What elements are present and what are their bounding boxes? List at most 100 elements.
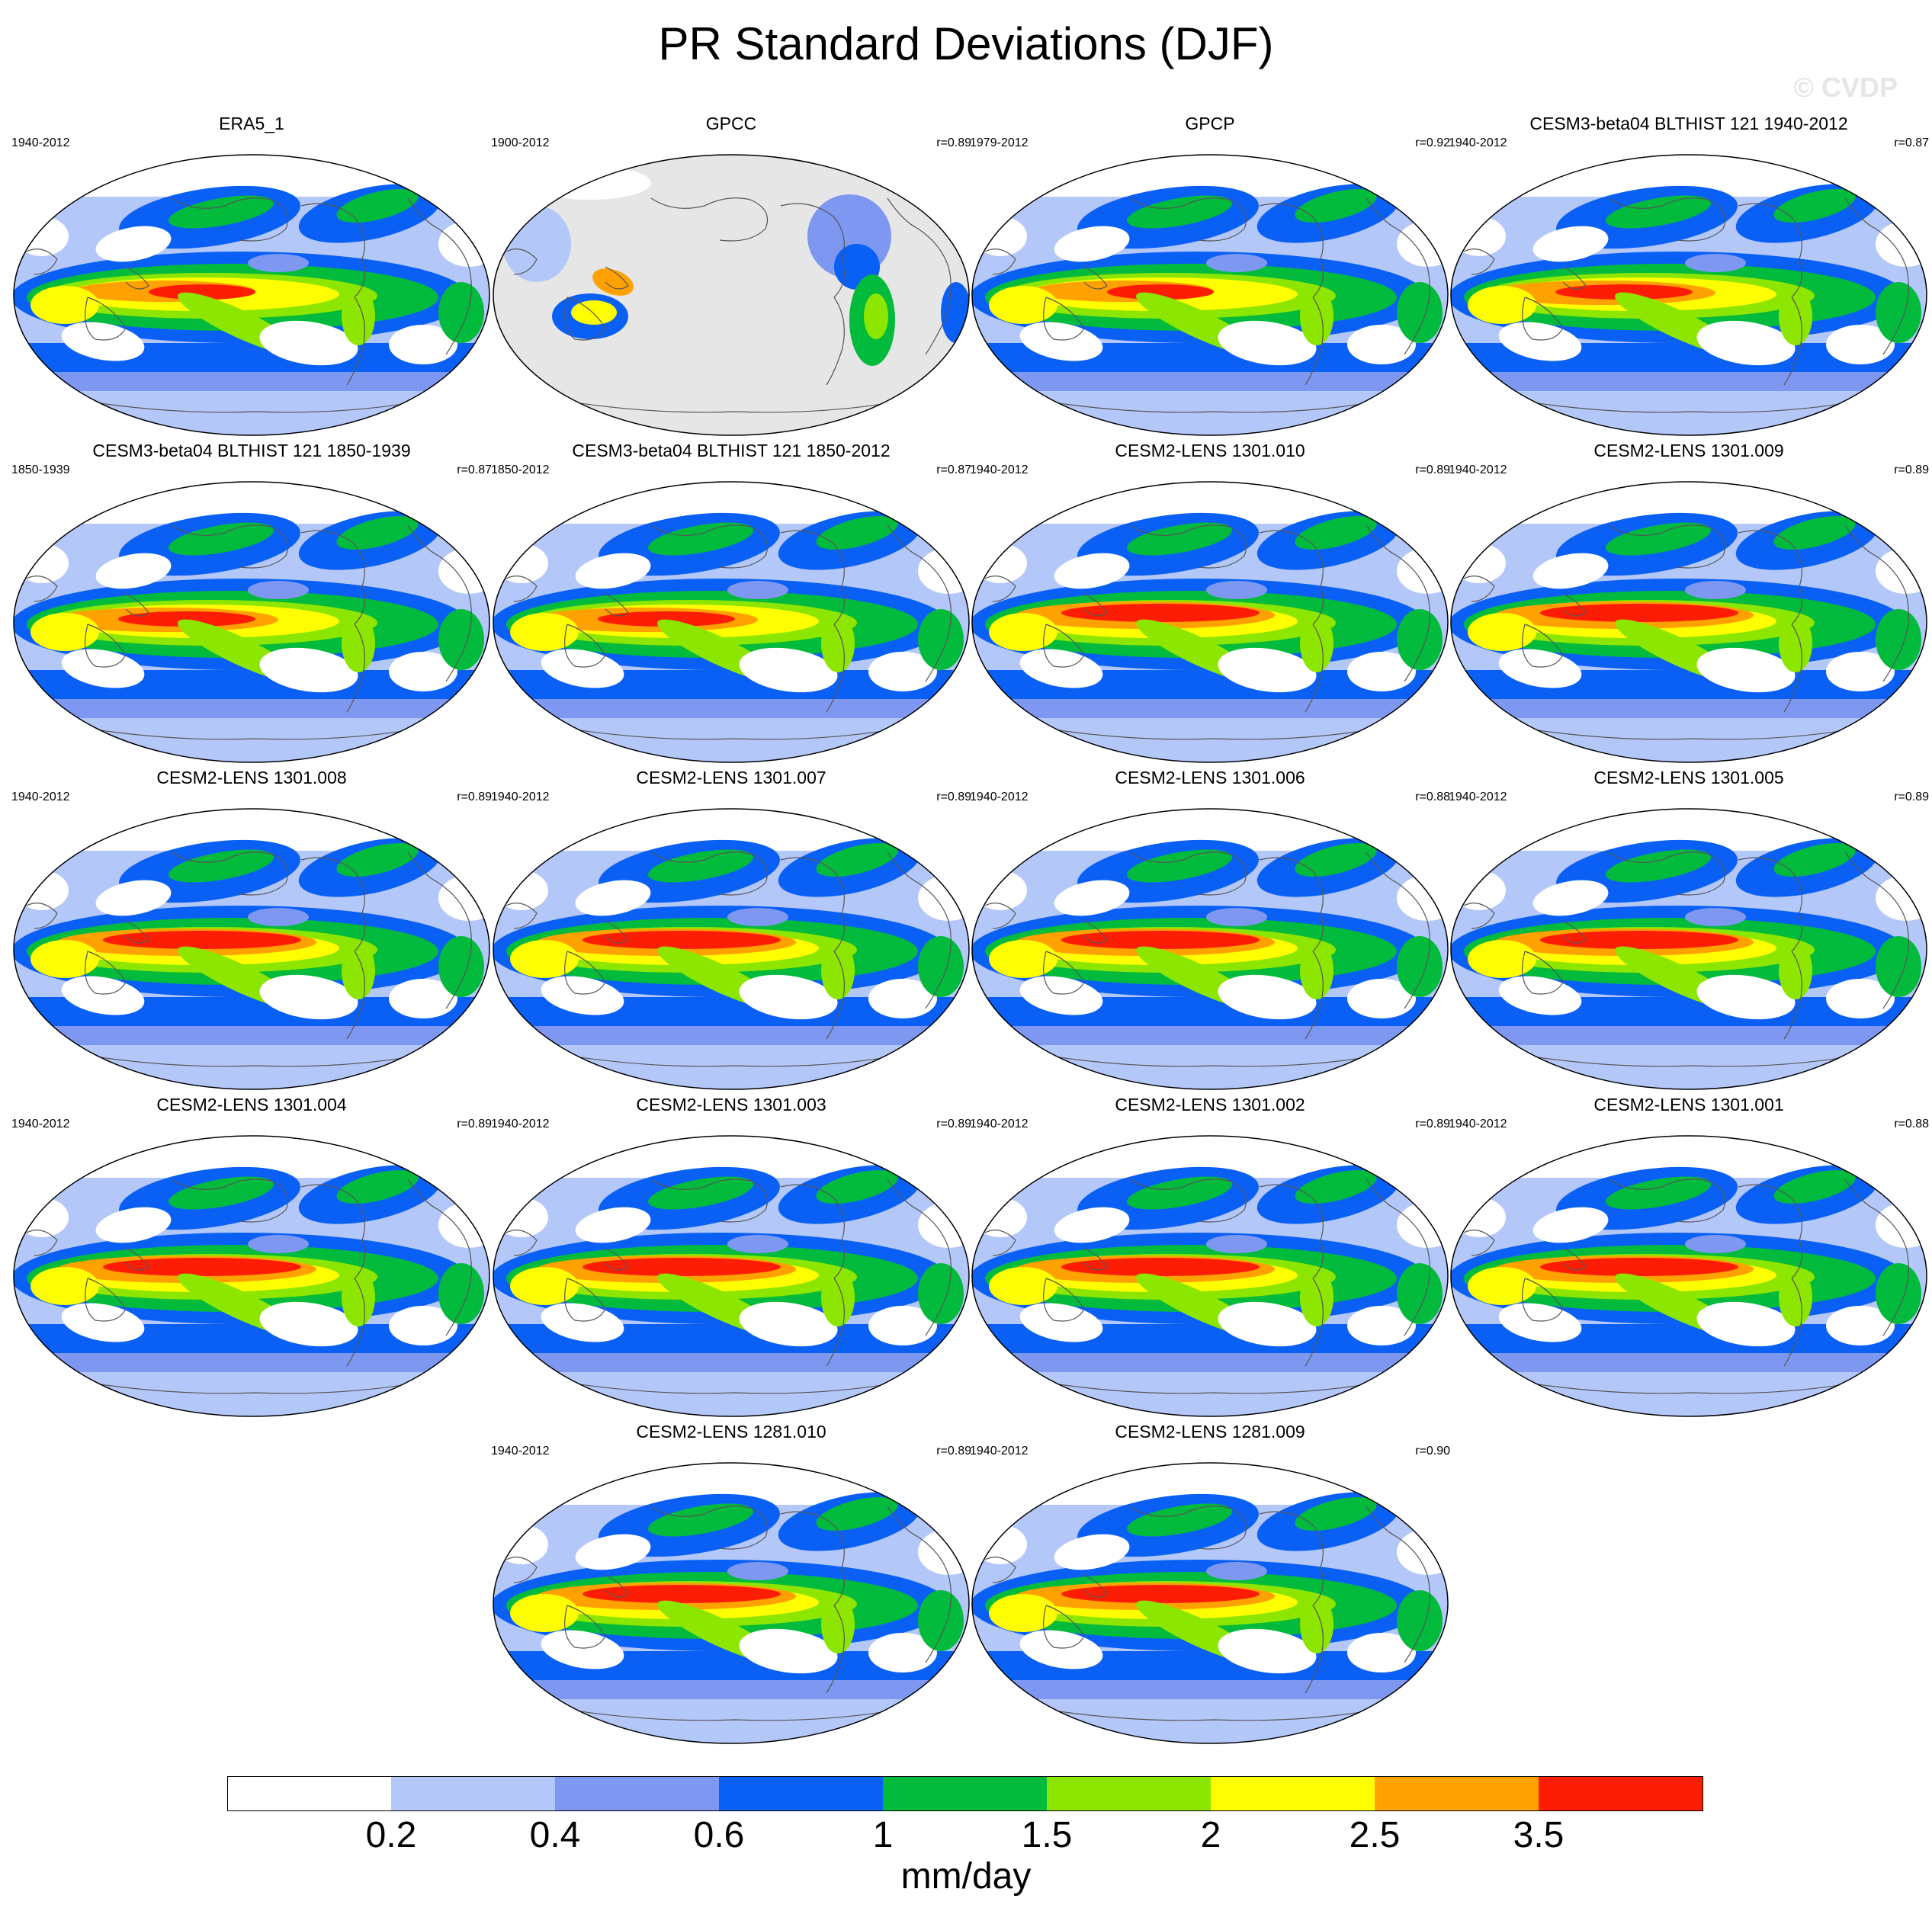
panel-pattern-correlation: r=0.89 <box>1415 1118 1450 1130</box>
colorbar <box>227 1776 1703 1813</box>
map-panel: CESM2-LENS 1301.004 1940-2012 r=0.89 <box>11 1094 492 1422</box>
panel-title: CESM2-LENS 1301.006 <box>1115 768 1305 787</box>
map-panel: CESM3-beta04 BLTHIST 121 1940-2012 1940-2… <box>1449 113 1929 441</box>
panel-pattern-correlation: r=0.89 <box>457 791 492 803</box>
panel-pattern-correlation: r=0.89 <box>936 136 971 149</box>
panel-years: 1940-2012 <box>491 791 550 803</box>
panel-years: 1940-2012 <box>970 791 1029 803</box>
colorbar-tick-label: 3.5 <box>1513 1815 1565 1855</box>
panel-years: 1850-1939 <box>11 463 70 476</box>
precip-field <box>14 809 489 1089</box>
global-map <box>1450 808 1927 1090</box>
colorbar-segment <box>1375 1776 1539 1811</box>
panel-title: CESM2-LENS 1301.010 <box>1115 441 1305 460</box>
map-panel: CESM2-LENS 1281.010 1940-2012 r=0.89 <box>491 1421 971 1749</box>
panel-years: 1940-2012 <box>970 463 1029 476</box>
map-outline <box>1450 154 1927 436</box>
precip-field <box>972 155 1448 435</box>
panel-years: 1940-2012 <box>11 791 70 803</box>
panel-title: CESM3-beta04 BLTHIST 121 1940-2012 <box>1529 114 1848 133</box>
panel-years: 1940-2012 <box>11 136 70 149</box>
global-map <box>13 1135 490 1417</box>
colorbar-tick-label: 1 <box>872 1815 894 1855</box>
global-map <box>971 808 1449 1090</box>
map-panel: GPCP 1979-2012 r=0.92 <box>970 113 1450 441</box>
map-outline <box>1450 808 1927 1090</box>
map-panel: CESM2-LENS 1301.002 1940-2012 r=0.89 <box>970 1094 1450 1422</box>
colorbar-segment <box>1211 1776 1375 1811</box>
panel-title: CESM2-LENS 1301.008 <box>156 768 347 787</box>
panel-years: 1940-2012 <box>11 1118 70 1130</box>
panel-pattern-correlation: r=0.89 <box>1894 463 1929 476</box>
global-map <box>493 1462 970 1744</box>
colorbar-tick-label: 2 <box>1200 1815 1221 1855</box>
panel-pattern-correlation: r=0.88 <box>1415 791 1450 803</box>
panel-pattern-correlation: r=0.89 <box>936 1118 971 1130</box>
panel-pattern-correlation: r=0.87 <box>1894 136 1929 149</box>
global-map <box>1450 154 1927 436</box>
colorbar-segment <box>555 1776 719 1811</box>
panel-pattern-correlation: r=0.87 <box>457 463 492 476</box>
map-outline <box>13 1135 490 1417</box>
panel-title: CESM3-beta04 BLTHIST 121 1850-2012 <box>572 441 891 460</box>
colorbar-segment <box>883 1776 1047 1811</box>
colorbar-tick-label: 1.5 <box>1021 1815 1073 1855</box>
panel-title: CESM2-LENS 1301.001 <box>1593 1095 1784 1114</box>
map-outline <box>493 808 970 1090</box>
panel-pattern-correlation: r=0.89 <box>1894 791 1929 803</box>
panel-title: CESM2-LENS 1301.002 <box>1115 1095 1305 1114</box>
map-outline <box>1450 481 1927 763</box>
panel-pattern-correlation: r=0.92 <box>1415 136 1450 149</box>
panel-years: 1940-2012 <box>491 1118 550 1130</box>
map-outline <box>493 1462 970 1744</box>
precip-field <box>493 809 969 1089</box>
panel-title: ERA5_1 <box>219 114 284 133</box>
panel-title: GPCC <box>705 114 757 133</box>
map-panel: CESM3-beta04 BLTHIST 121 1850-1939 1850-1… <box>11 440 492 768</box>
global-map <box>13 808 490 1090</box>
map-panel: CESM3-beta04 BLTHIST 121 1850-2012 1850-2… <box>491 440 971 768</box>
panel-years: 1940-2012 <box>1449 791 1507 803</box>
panel-pattern-correlation: r=0.90 <box>1415 1445 1450 1458</box>
precip-field <box>1451 809 1927 1089</box>
panel-title: CESM2-LENS 1281.010 <box>636 1422 826 1442</box>
map-panel: CESM2-LENS 1301.005 1940-2012 r=0.89 <box>1449 767 1929 1095</box>
map-outline <box>971 1462 1449 1744</box>
colorbar-segment <box>1539 1776 1703 1811</box>
panel-title: CESM2-LENS 1301.005 <box>1593 768 1784 787</box>
map-outline <box>13 481 490 763</box>
colorbar-tick-label: 0.4 <box>529 1815 581 1855</box>
colorbar-segment <box>719 1776 883 1811</box>
map-outline <box>971 1135 1449 1417</box>
panel-years: 1940-2012 <box>491 1445 550 1458</box>
panel-pattern-correlation: r=0.89 <box>936 791 971 803</box>
map-panel: CESM2-LENS 1301.007 1940-2012 r=0.89 <box>491 767 971 1095</box>
colorbar-tick-label: 0.6 <box>693 1815 745 1855</box>
global-map <box>13 481 490 763</box>
global-map <box>971 1462 1449 1744</box>
cvdp-watermark: © CVDP <box>1793 72 1898 103</box>
figure-title: PR Standard Deviations (DJF) <box>658 18 1274 69</box>
global-map <box>13 154 490 436</box>
panel-years: 1850-2012 <box>491 463 550 476</box>
map-panel: CESM2-LENS 1301.003 1940-2012 r=0.89 <box>491 1094 971 1422</box>
panel-title: CESM2-LENS 1281.009 <box>1115 1422 1305 1442</box>
panel-years: 1940-2012 <box>970 1118 1029 1130</box>
panel-title: CESM2-LENS 1301.009 <box>1593 441 1784 460</box>
map-panel: CESM2-LENS 1301.009 1940-2012 r=0.89 <box>1449 440 1929 768</box>
map-panel: CESM2-LENS 1281.009 1940-2012 r=0.90 <box>970 1421 1450 1749</box>
panel-years: 1900-2012 <box>491 136 550 149</box>
map-panel: CESM2-LENS 1301.006 1940-2012 r=0.88 <box>970 767 1450 1095</box>
colorbar-tick-label: 2.5 <box>1349 1815 1401 1855</box>
map-outline <box>493 154 970 436</box>
global-map <box>971 481 1449 763</box>
map-panel: ERA5_1 1940-2012 <box>11 113 492 441</box>
map-panel: CESM2-LENS 1301.010 1940-2012 r=0.89 <box>970 440 1450 768</box>
global-map <box>493 808 970 1090</box>
panel-years: 1979-2012 <box>970 136 1029 149</box>
map-panel: CESM2-LENS 1301.001 1940-2012 r=0.88 <box>1449 1094 1929 1422</box>
panel-years: 1940-2012 <box>1449 1118 1507 1130</box>
panel-title: CESM3-beta04 BLTHIST 121 1850-1939 <box>92 441 411 460</box>
colorbar-tick-label: 0.2 <box>365 1815 417 1855</box>
panel-years: 1940-2012 <box>1449 463 1507 476</box>
